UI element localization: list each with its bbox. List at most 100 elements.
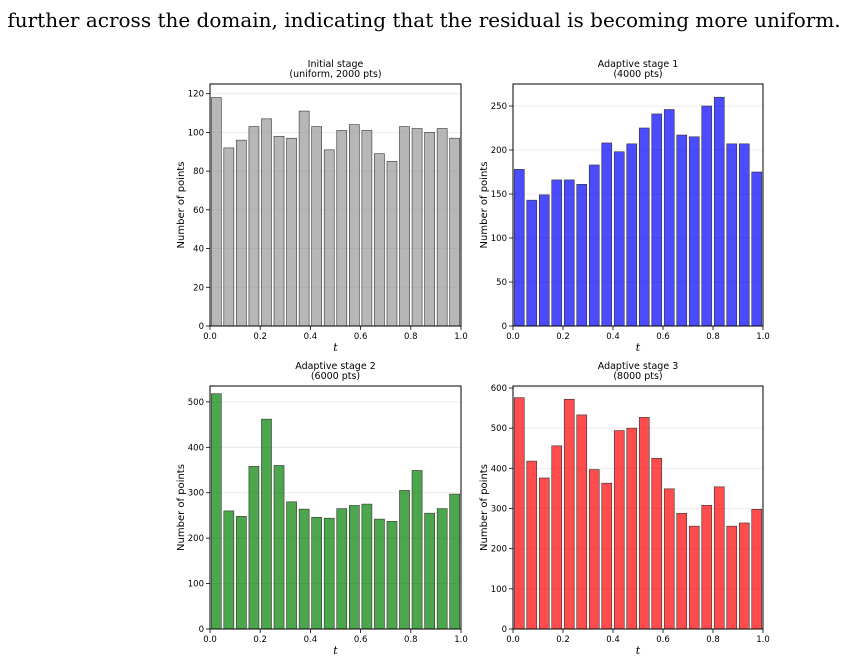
x-tick-label: 0.2 <box>556 635 570 645</box>
histogram-bar <box>386 161 398 327</box>
histogram-bar <box>411 128 423 327</box>
y-tick-label: 200 <box>491 146 507 156</box>
chart-title: Initial stage (uniform, 2000 pts) <box>289 59 381 80</box>
histogram-bar <box>576 184 588 327</box>
chart-title: Adaptive stage 2 (6000 pts) <box>295 361 376 382</box>
histogram-bar <box>273 135 285 327</box>
y-axis-label: Number of points <box>479 464 490 551</box>
histogram-bar <box>311 516 322 630</box>
histogram-bar <box>726 525 738 630</box>
axes-frame <box>512 83 764 327</box>
histogram-bar <box>436 508 448 630</box>
histogram-bar <box>361 130 373 327</box>
histogram-bar <box>311 126 322 327</box>
histogram-bar <box>449 493 461 630</box>
histogram-bar <box>688 136 700 327</box>
x-tick-label: 0.2 <box>253 332 267 342</box>
histogram-bar <box>526 199 538 327</box>
histogram-bar <box>738 522 750 630</box>
x-tick-label: 0.6 <box>354 635 368 645</box>
histogram-bar <box>236 139 247 327</box>
x-tick-label: 0.2 <box>556 332 570 342</box>
histogram-bar <box>374 153 385 327</box>
histogram-bar <box>601 482 613 630</box>
histogram-bar <box>424 132 435 327</box>
histogram-bar <box>638 127 650 327</box>
chart-panel: 0 100 200 300 400 500 600 0.0 0.2 0.4 0.6 0.8 1.0 Ada… <box>479 361 770 657</box>
histogram-bar <box>626 143 638 327</box>
histogram-bar <box>449 137 461 327</box>
y-tick-label: 40 <box>193 245 204 255</box>
histogram-bar <box>751 509 763 630</box>
x-tick-label: 0.8 <box>404 332 418 342</box>
histogram-bar <box>286 501 297 630</box>
histogram-bar <box>223 510 235 630</box>
chart-panel: 0 20 40 60 80 100 120 0.0 0.2 0.4 0.6 0.8 1.0 Initial… <box>176 59 468 354</box>
x-tick-label: 0.4 <box>304 635 318 645</box>
y-tick-label: 250 <box>491 102 507 112</box>
y-tick-label: 300 <box>188 489 204 499</box>
x-axis-label: t <box>636 341 641 354</box>
x-tick-label: 0.0 <box>506 332 520 342</box>
histogram-bar <box>436 128 448 327</box>
histogram-bar <box>701 504 713 630</box>
histogram-bar <box>563 398 575 630</box>
x-tick-label: 0.4 <box>606 332 620 342</box>
histogram-bar <box>399 126 410 327</box>
y-tick-label: 400 <box>491 464 507 474</box>
y-axis-label: Number of points <box>479 162 490 249</box>
histogram-bar <box>261 118 272 327</box>
axes-frame <box>209 385 462 630</box>
y-tick-label: 0 <box>502 322 507 332</box>
x-tick-label: 1.0 <box>454 332 468 342</box>
histogram-bar <box>676 513 688 630</box>
histogram-bar <box>248 126 260 327</box>
caption-text: further across the domain, indicating th… <box>7 8 841 32</box>
y-tick-label: 120 <box>188 90 204 100</box>
chart-panel: 0 50 100 150 200 250 0.0 0.2 0.4 0.6 0.8 1.0 Adaptiv… <box>479 59 770 354</box>
histogram-bar <box>386 521 398 630</box>
histogram-bar <box>513 397 525 630</box>
histogram-bar <box>210 97 222 327</box>
y-axis-label: Number of points <box>176 162 187 249</box>
histogram-bar <box>349 505 360 630</box>
histogram-bar <box>588 164 600 327</box>
histogram-bar <box>273 465 285 630</box>
y-tick-label: 200 <box>188 534 204 544</box>
chart-panel: 0 100 200 300 400 500 0.0 0.2 0.4 0.6 0.8 1.0 Adapti… <box>176 361 468 657</box>
histogram-bar <box>651 113 663 327</box>
histogram-bar <box>336 508 348 630</box>
y-tick-label: 20 <box>193 283 204 293</box>
histogram-bar <box>236 516 247 630</box>
histogram-bar <box>613 430 625 630</box>
histogram-bar <box>513 169 525 327</box>
y-tick-label: 150 <box>491 190 507 200</box>
chart-title: Adaptive stage 1 (4000 pts) <box>598 59 679 80</box>
histogram-bar <box>638 417 650 630</box>
x-tick-label: 1.0 <box>756 635 770 645</box>
x-axis-label: t <box>333 341 338 354</box>
histogram-bar <box>349 124 360 327</box>
x-tick-label: 0.6 <box>656 635 670 645</box>
histogram-bar <box>751 171 763 327</box>
histogram-bar <box>676 134 688 327</box>
y-tick-label: 200 <box>491 545 507 555</box>
histogram-bar <box>424 512 435 630</box>
x-axis-label: t <box>333 644 338 657</box>
y-tick-label: 100 <box>491 234 507 244</box>
histogram-bar <box>298 508 310 630</box>
histogram-bar <box>361 503 373 630</box>
histogram-bar <box>538 477 550 630</box>
histogram-bar <box>374 518 385 630</box>
histogram-bar <box>286 137 297 327</box>
x-tick-label: 0.8 <box>404 635 418 645</box>
axes-frame <box>512 385 764 630</box>
histogram-bar <box>538 194 550 327</box>
y-tick-label: 0 <box>199 322 204 332</box>
histogram-bar <box>210 393 222 630</box>
x-axis-label: t <box>636 644 641 657</box>
histogram-bar <box>336 130 348 327</box>
histogram-bar <box>588 469 600 630</box>
histogram-bar <box>551 445 563 630</box>
